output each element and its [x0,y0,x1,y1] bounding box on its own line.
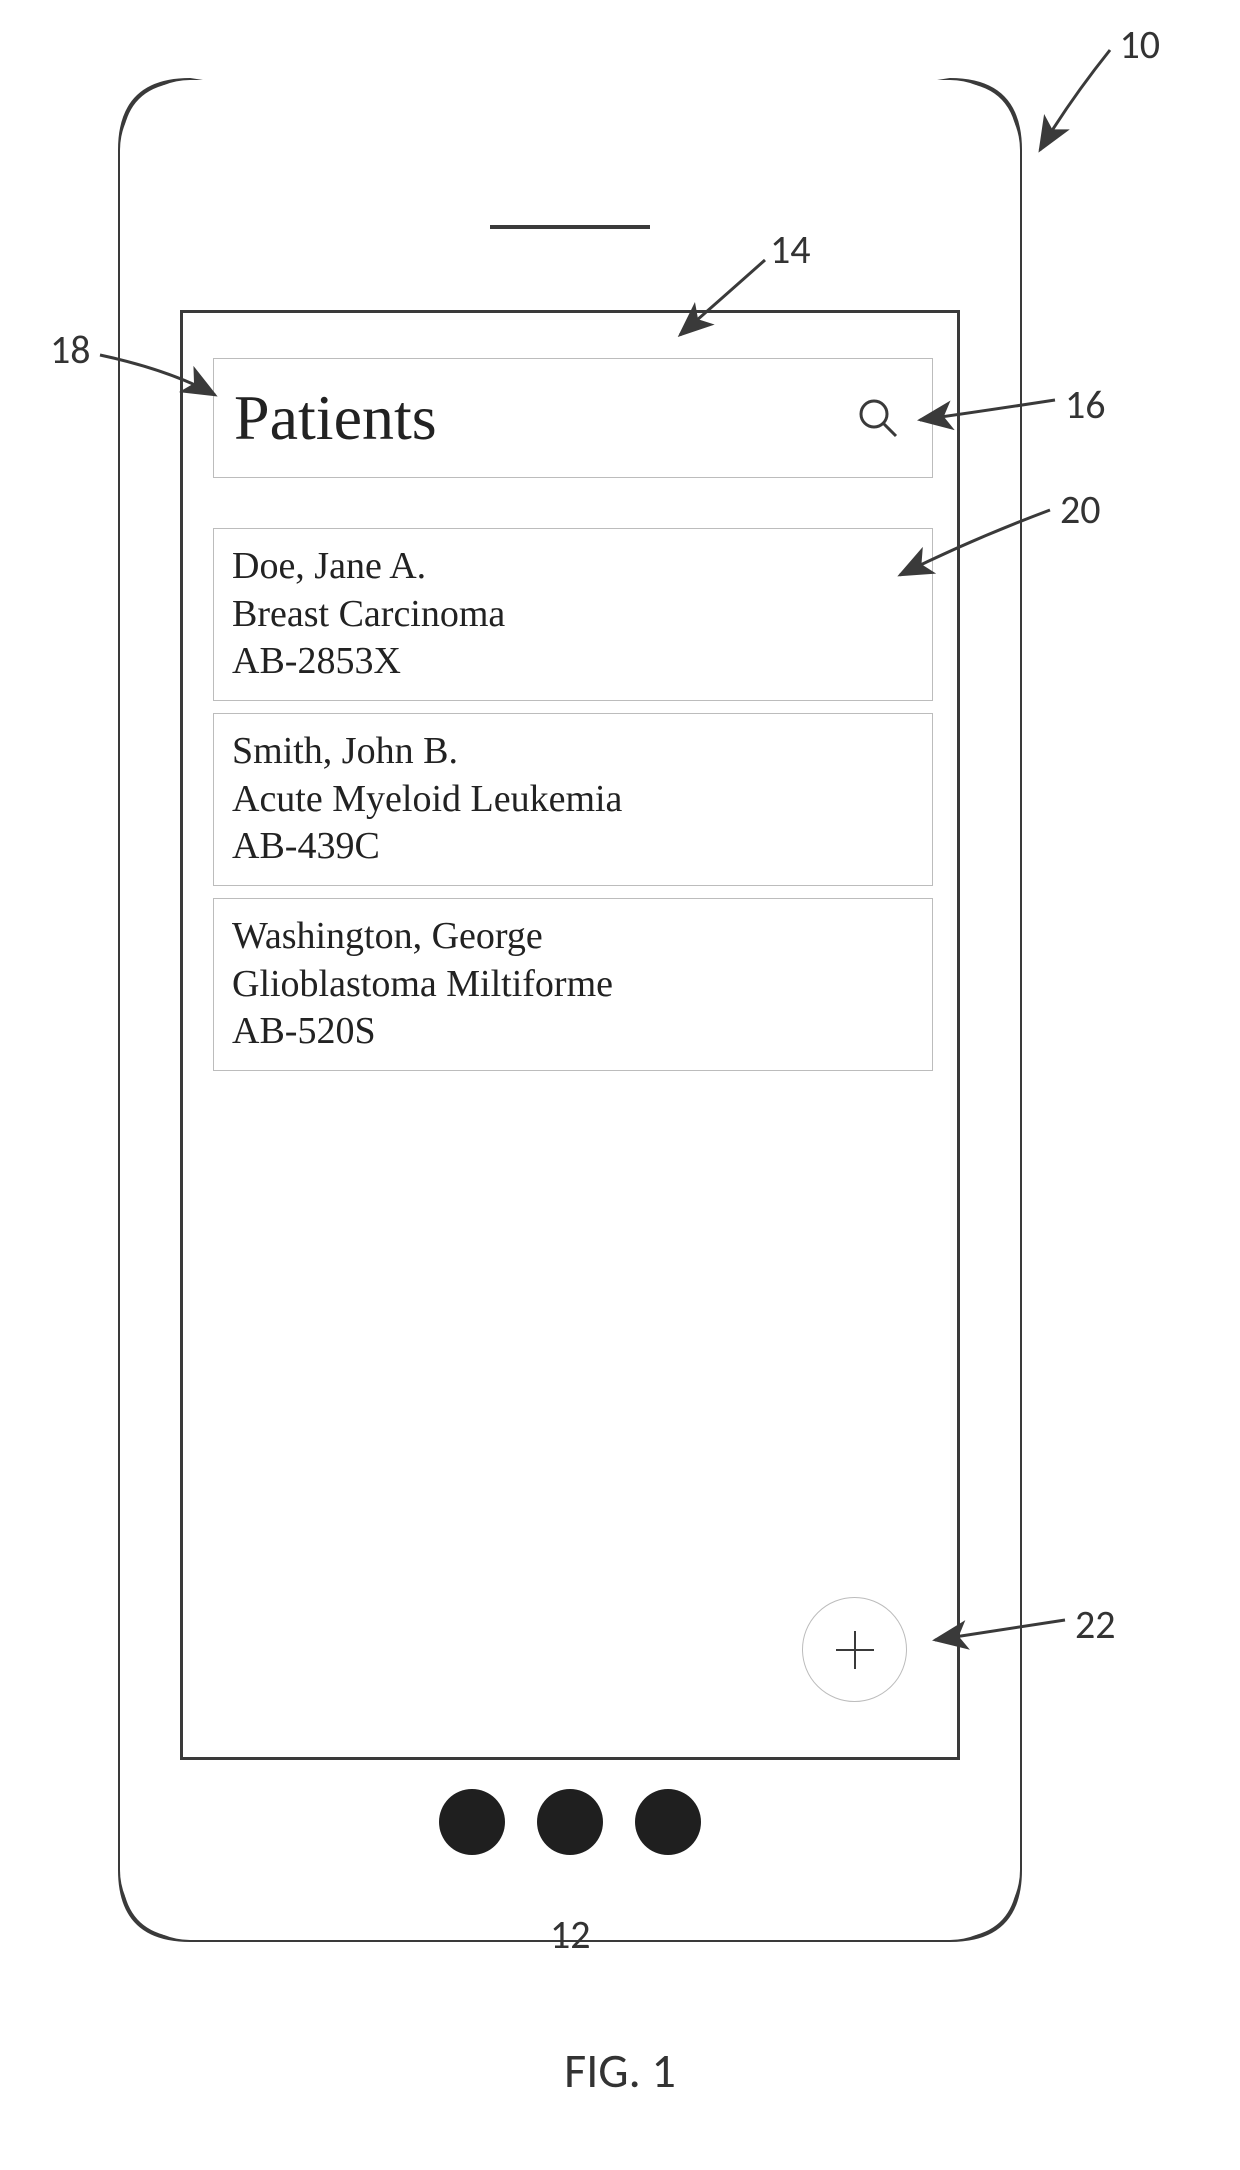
figure-caption: FIG. 1 [564,2041,676,2100]
figure-canvas: Patients Doe, Jane A. Breast Carcinoma A… [0,0,1240,2170]
leader-lines [0,0,1240,2170]
